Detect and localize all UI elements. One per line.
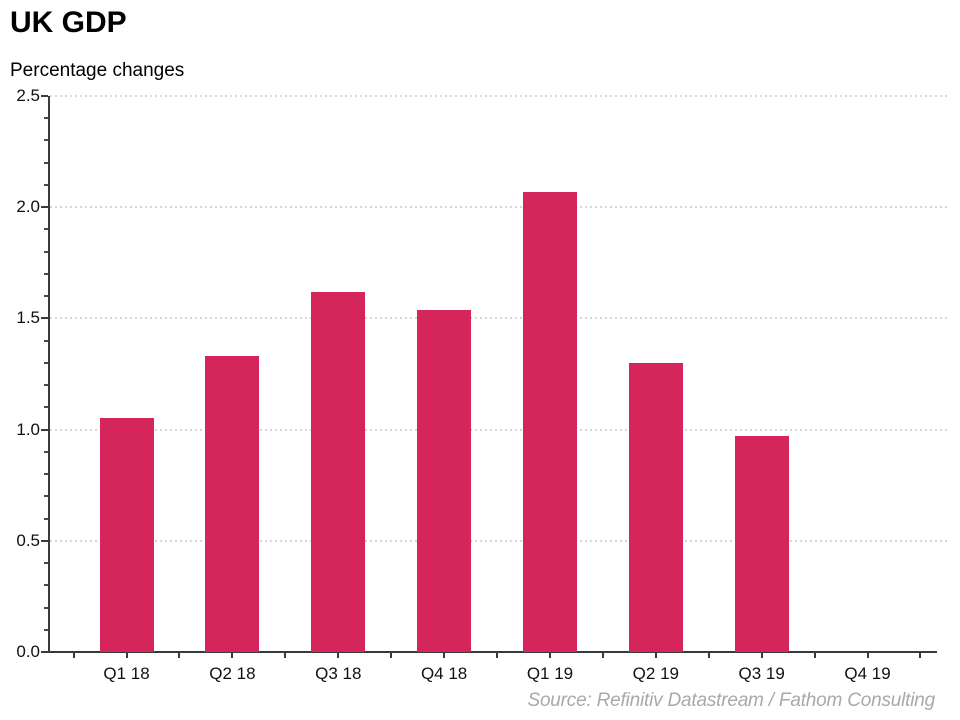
bar: [734, 436, 789, 652]
y-minor-tick: [44, 250, 48, 253]
y-axis-line: [48, 96, 50, 653]
y-minor-tick: [44, 406, 48, 409]
x-tick: [496, 653, 499, 658]
bar: [205, 356, 260, 652]
x-tick: [601, 653, 604, 658]
x-tick: [654, 653, 657, 658]
x-axis-label: Q3 18: [315, 664, 362, 683]
y-minor-tick: [44, 272, 48, 275]
x-tick: [760, 653, 763, 658]
source-credit: Source: Refinitiv Datastream / Fathom Co…: [527, 690, 935, 711]
y-minor-tick: [44, 339, 48, 342]
y-major-tick: [41, 317, 48, 320]
y-minor-tick: [44, 628, 48, 631]
y-tick-label: 1.5: [16, 308, 40, 328]
x-tick: [284, 653, 287, 658]
x-axis-label: Q3 19: [738, 664, 785, 683]
x-axis-label: Q4 19: [844, 664, 891, 683]
x-axis-label: Q2 19: [632, 664, 679, 683]
y-minor-tick: [44, 295, 48, 298]
gridline: [50, 95, 950, 97]
gridline: [50, 317, 950, 320]
y-major-tick: [41, 206, 48, 209]
x-axis-label: Q2 18: [209, 664, 256, 683]
x-tick: [337, 653, 340, 658]
x-tick: [866, 653, 869, 658]
y-minor-tick: [44, 450, 48, 453]
gridline: [50, 428, 950, 431]
y-minor-tick: [44, 183, 48, 186]
y-tick-label: 0.5: [16, 530, 40, 550]
y-minor-tick: [44, 117, 48, 120]
y-minor-tick: [44, 562, 48, 565]
y-tick-label: 1.0: [16, 419, 40, 439]
x-tick: [231, 653, 234, 658]
x-tick: [813, 653, 816, 658]
y-tick-label: 0.0: [16, 642, 40, 661]
y-minor-tick: [44, 517, 48, 520]
x-tick: [919, 653, 922, 658]
x-tick: [443, 653, 446, 658]
bar: [522, 191, 577, 652]
x-axis-line: [47, 651, 937, 653]
y-major-tick: [41, 651, 48, 653]
chart-title: UK GDP: [10, 6, 127, 39]
bar: [99, 418, 154, 652]
bar: [628, 362, 683, 652]
x-tick: [178, 653, 181, 658]
chart-subtitle: Percentage changes: [10, 60, 185, 81]
x-tick: [125, 653, 128, 658]
bar: [311, 291, 366, 652]
y-tick-label: 2.0: [16, 197, 40, 217]
x-tick: [707, 653, 710, 658]
y-minor-tick: [44, 161, 48, 164]
x-axis-label: Q1 18: [103, 664, 150, 683]
y-minor-tick: [44, 228, 48, 231]
plot-area: 0.0 0.5 1.0 1.5 2.0 2.5 Q1 18 Q2 18 Q3 18 Q4 18 Q1…: [16, 87, 950, 683]
gridline: [50, 206, 950, 209]
y-minor-tick: [44, 606, 48, 609]
x-tick: [548, 653, 551, 658]
x-tick: [390, 653, 393, 658]
y-minor-tick: [44, 473, 48, 476]
y-minor-tick: [44, 139, 48, 142]
bar: [417, 309, 472, 652]
gridline: [50, 539, 950, 542]
x-axis-label: Q1 19: [526, 664, 574, 683]
y-major-tick: [41, 95, 48, 97]
y-major-tick: [41, 428, 48, 431]
y-minor-tick: [44, 384, 48, 387]
y-minor-tick: [44, 584, 48, 587]
y-minor-tick: [44, 361, 48, 364]
x-axis-label: Q4 18: [420, 664, 468, 683]
y-major-tick: [41, 539, 48, 542]
y-tick-label: 2.5: [16, 86, 40, 105]
y-minor-tick: [44, 495, 48, 498]
x-tick: [72, 653, 75, 658]
